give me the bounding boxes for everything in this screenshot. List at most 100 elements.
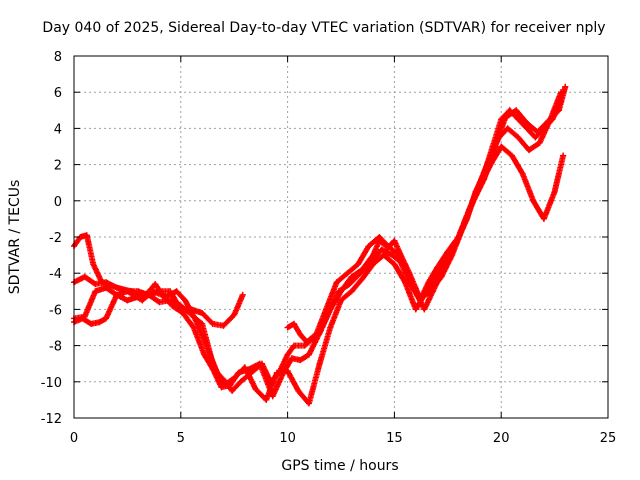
data-point — [327, 324, 334, 331]
data-point — [297, 331, 304, 338]
data-point — [88, 320, 95, 327]
data-point — [263, 396, 270, 403]
y-tick-label: 6 — [54, 86, 62, 101]
data-point — [523, 119, 530, 126]
data-point — [348, 288, 355, 295]
data-point — [188, 306, 195, 313]
data-point — [209, 320, 216, 327]
data-point — [316, 329, 323, 336]
data-point — [303, 338, 310, 345]
data-point — [406, 270, 413, 277]
data-point — [519, 170, 526, 177]
data-point — [449, 252, 456, 259]
y-tick-label: -12 — [41, 412, 62, 427]
data-point — [327, 306, 334, 313]
grid — [74, 56, 608, 418]
data-point — [284, 324, 291, 331]
y-tick-label: 8 — [54, 50, 62, 65]
data-point — [348, 273, 355, 280]
data-point — [545, 118, 552, 125]
data-point — [113, 284, 120, 291]
y-axis-label: SDTVAR / TECUs — [7, 180, 23, 295]
data-point — [83, 232, 90, 239]
series-track-3 — [71, 143, 567, 407]
y-tick-label: -10 — [41, 376, 62, 391]
y-tick-label: -2 — [49, 231, 62, 246]
data-point — [297, 357, 304, 364]
data-point — [156, 299, 163, 306]
data-point — [344, 270, 351, 277]
data-point — [376, 237, 383, 244]
y-tick-label: -4 — [49, 267, 62, 282]
data-point — [152, 281, 159, 288]
data-point — [338, 297, 344, 304]
data-point — [380, 252, 387, 259]
data-point — [229, 387, 236, 394]
data-point — [113, 291, 120, 298]
data-point — [427, 288, 434, 295]
data-point — [199, 310, 206, 317]
data-point — [389, 252, 396, 259]
data-point — [365, 243, 372, 250]
data-point — [391, 237, 398, 244]
data-point — [502, 114, 509, 121]
data-point — [124, 288, 131, 295]
data-point — [316, 360, 323, 367]
data-point — [370, 252, 377, 259]
data-point — [220, 322, 227, 329]
data-point — [209, 360, 216, 367]
data-point — [284, 367, 291, 374]
data-point — [81, 273, 88, 280]
data-point — [397, 252, 404, 259]
data-point — [560, 152, 567, 159]
data-point — [310, 333, 317, 340]
data-point — [124, 297, 131, 304]
data-point — [237, 378, 244, 385]
data-point — [562, 83, 569, 90]
data-point — [355, 261, 362, 268]
data-point — [92, 281, 99, 288]
data-point — [177, 306, 184, 313]
series-track-4 — [71, 288, 246, 329]
data-point — [182, 297, 189, 304]
data-point — [551, 188, 558, 195]
data-point — [90, 261, 97, 268]
data-point — [305, 351, 312, 358]
data-point — [481, 176, 488, 183]
chart-title: Day 040 of 2025, Sidereal Day-to-day VTE… — [42, 20, 605, 36]
data-point — [256, 360, 263, 367]
data-point — [291, 320, 298, 327]
data-point — [190, 324, 197, 331]
data-point — [269, 393, 276, 400]
data-point — [359, 275, 366, 282]
data-point — [273, 369, 280, 376]
series-markers — [71, 98, 564, 394]
data-point — [523, 125, 530, 132]
data-point — [145, 291, 152, 298]
data-point — [167, 297, 174, 304]
data-point — [92, 288, 99, 295]
series-track-2 — [71, 89, 565, 400]
x-tick-label: 15 — [386, 431, 403, 446]
data-point — [459, 224, 466, 231]
y-tick-label: -6 — [49, 303, 62, 318]
data-point — [434, 270, 441, 277]
data-point — [231, 311, 238, 318]
data-point — [252, 386, 259, 393]
data-point — [239, 291, 246, 298]
data-point — [291, 342, 298, 349]
data-point — [295, 387, 302, 394]
data-point — [530, 197, 537, 204]
y-tick-label: 0 — [54, 195, 62, 210]
data-point — [96, 319, 103, 326]
data-layer — [71, 83, 569, 407]
data-point — [156, 288, 163, 295]
data-point — [220, 382, 227, 389]
data-point — [201, 351, 208, 358]
data-point — [515, 134, 522, 141]
data-point — [508, 152, 515, 159]
data-point — [359, 266, 366, 273]
y-tick-label: -8 — [49, 340, 62, 355]
data-point — [515, 116, 522, 123]
